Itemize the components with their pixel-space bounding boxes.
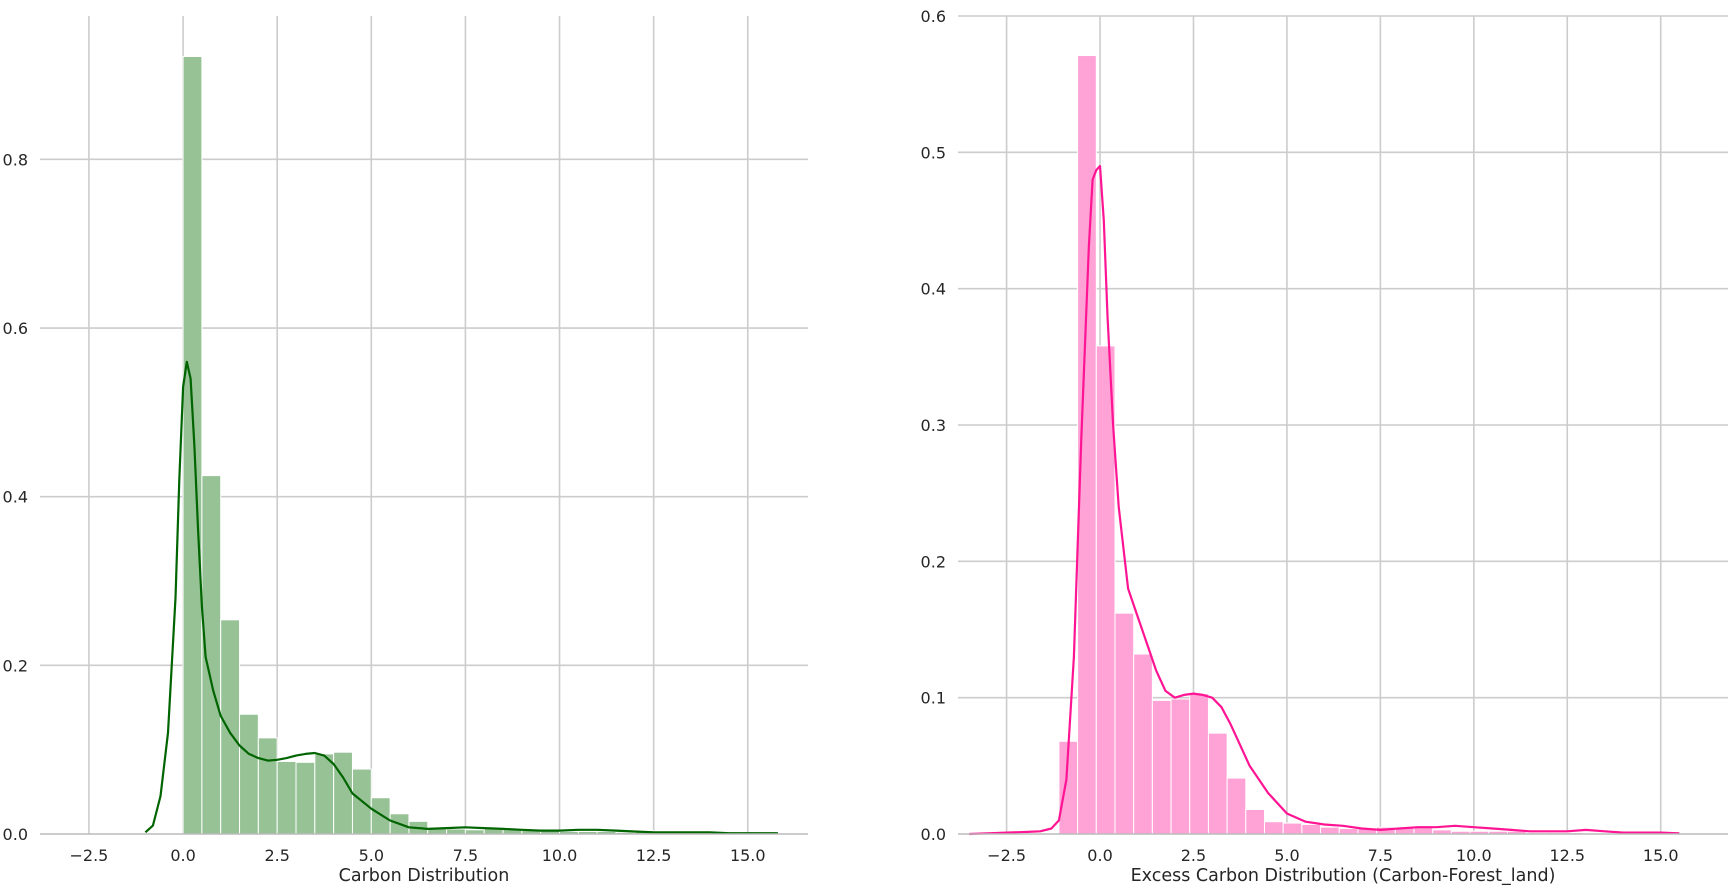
x-tick-label: 7.5 [1368, 846, 1393, 865]
y-tick-label: 0.8 [3, 150, 28, 169]
histogram-bar [182, 55, 203, 835]
histogram-bar [276, 760, 297, 835]
y-tick-label: 0.2 [3, 656, 28, 675]
histogram-bar [1151, 699, 1172, 835]
histogram-bar [239, 713, 259, 835]
x-axis-title: Excess Carbon Distribution (Carbon-Fores… [1131, 866, 1556, 886]
histogram-bar [1301, 823, 1322, 835]
histogram-bar [314, 753, 335, 835]
left-histogram-panel: −2.5 0.0 2.5 5.0 7.5 10.0 12.5 15.0 0.0 0.2 0.4 0.6… [3, 16, 808, 886]
histogram-bar [1114, 612, 1135, 835]
x-tick-label: 0.0 [170, 846, 195, 865]
histogram-bar [257, 737, 278, 835]
x-tick-label: 10.0 [542, 846, 578, 865]
y-tick-label: 0.1 [921, 689, 946, 708]
histogram-bar [1320, 826, 1340, 835]
x-tick-label: 0.0 [1087, 846, 1112, 865]
x-tick-label: 5.0 [1274, 846, 1299, 865]
histogram-bar [1189, 693, 1209, 835]
histogram-bar [1133, 653, 1153, 835]
y-tick-label: 0.2 [921, 552, 946, 571]
y-tick-label: 0.4 [921, 280, 946, 299]
y-tick-label: 0.4 [3, 488, 28, 507]
histogram-bar [333, 751, 353, 835]
x-tick-label: 15.0 [730, 846, 766, 865]
x-tick-label: 2.5 [1181, 846, 1206, 865]
x-tick-label: 2.5 [264, 846, 289, 865]
right-histogram-panel: −2.5 0.0 2.5 5.0 7.5 10.0 12.5 15.0 0.0 0.1 0.2 0.3… [921, 7, 1728, 886]
kde-line [144, 360, 778, 835]
x-tick-label: 15.0 [1643, 846, 1679, 865]
histogram-bar [1245, 808, 1266, 835]
x-tick-label: 5.0 [359, 846, 384, 865]
x-tick-label: −2.5 [987, 846, 1026, 865]
histogram-bar [1207, 732, 1228, 835]
y-tick-label: 0.3 [921, 416, 946, 435]
x-tick-label: 10.0 [1456, 846, 1492, 865]
histogram-bar [1338, 828, 1359, 835]
histogram-bar [1170, 698, 1191, 835]
x-tick-label: 12.5 [1549, 846, 1585, 865]
x-tick-label: 12.5 [636, 846, 672, 865]
x-tick-label: 7.5 [453, 846, 478, 865]
histogram-bar [220, 619, 241, 835]
y-tick-label: 0.0 [921, 825, 946, 844]
histogram-bar [1282, 822, 1303, 835]
histogram-bar [1226, 777, 1247, 835]
kde-line [969, 164, 1680, 836]
x-tick-label: −2.5 [70, 846, 109, 865]
y-tick-label: 0.5 [921, 143, 946, 162]
y-tick-label: 0.6 [921, 7, 946, 26]
x-axis-title: Carbon Distribution [339, 866, 510, 886]
histogram-bar [295, 761, 316, 835]
y-tick-label: 0.0 [3, 825, 28, 844]
y-tick-label: 0.6 [3, 319, 28, 338]
histogram-bar [1264, 821, 1284, 835]
